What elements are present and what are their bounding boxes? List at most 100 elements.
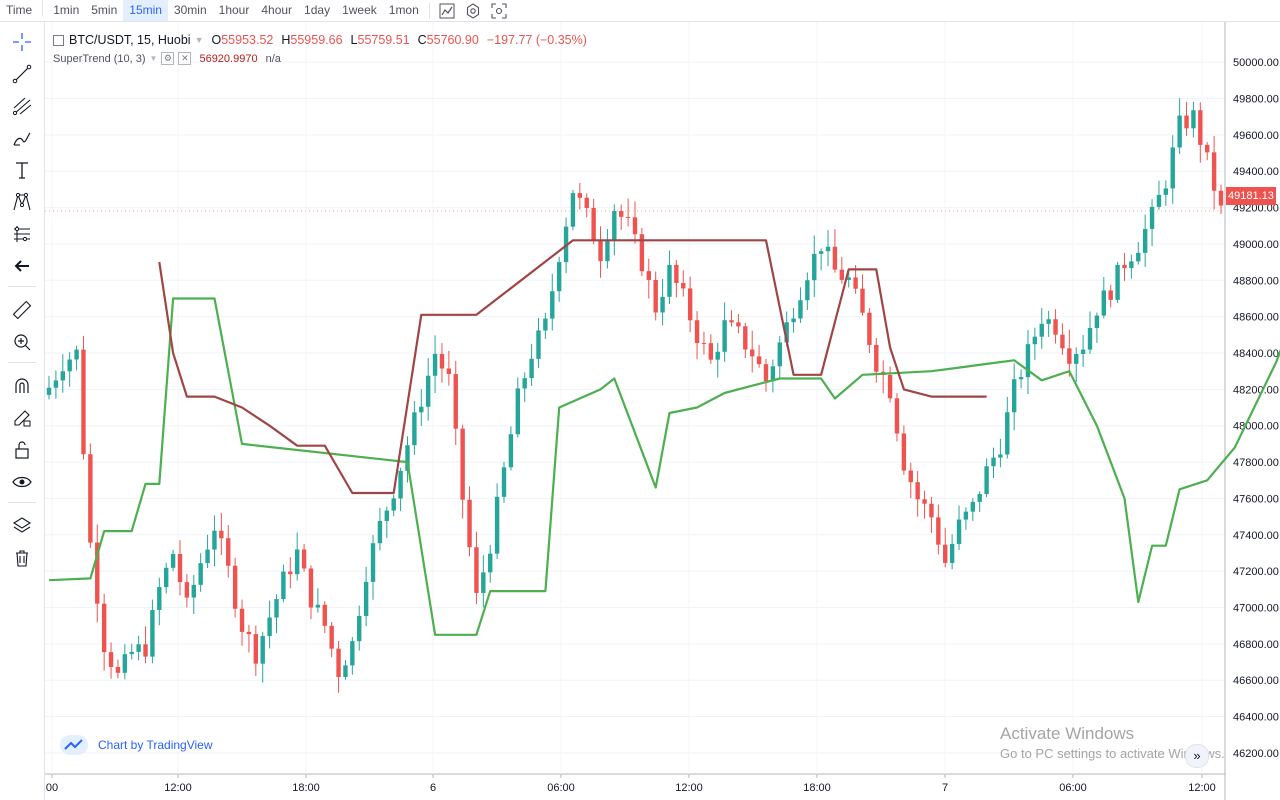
trend-line-icon[interactable] xyxy=(7,59,37,89)
candle-body xyxy=(860,288,865,313)
candle-body xyxy=(108,652,114,667)
y-tick-label: 48400.00 xyxy=(1233,348,1279,360)
candle-body xyxy=(915,482,920,500)
trash-icon[interactable] xyxy=(7,543,37,573)
candle-body xyxy=(660,296,665,313)
candle-body xyxy=(308,568,314,608)
back-arrow-icon[interactable] xyxy=(7,251,37,281)
candle-body xyxy=(1205,144,1210,153)
prediction-icon[interactable] xyxy=(7,219,37,249)
candle-body xyxy=(446,368,452,375)
pitchfork-icon[interactable] xyxy=(7,91,37,121)
timeframe-1week[interactable]: 1week xyxy=(342,3,377,17)
x-tick-label: 00 xyxy=(46,782,58,794)
pattern-icon[interactable] xyxy=(7,187,37,217)
candle-body xyxy=(1053,319,1058,335)
timeframe-4hour[interactable]: 4hour xyxy=(261,3,293,17)
y-tick-label: 48600.00 xyxy=(1233,312,1279,324)
y-tick-label: 47600.00 xyxy=(1233,493,1279,505)
candle-body xyxy=(425,375,431,407)
crosshair-icon[interactable] xyxy=(7,27,37,57)
settings-icon[interactable] xyxy=(460,0,486,21)
candle-body xyxy=(239,608,245,632)
timeframe-5min[interactable]: 5min xyxy=(91,3,118,17)
y-tick-label: 48000.00 xyxy=(1233,421,1279,433)
timeframe-time[interactable]: Time xyxy=(6,3,33,17)
close-icon[interactable]: ✕ xyxy=(178,52,192,65)
indicator-extra: n/a xyxy=(265,52,281,65)
text-icon[interactable] xyxy=(7,155,37,185)
dropdown-icon[interactable]: ▼ xyxy=(194,35,204,45)
lock-drawing-icon[interactable] xyxy=(7,403,37,433)
candle-body xyxy=(1149,206,1155,229)
activation-subtitle: Go to PC settings to activate Windows. xyxy=(1000,746,1225,761)
candle-body xyxy=(1032,336,1038,345)
timeframe-15min[interactable]: 15min xyxy=(123,0,168,21)
candle-body xyxy=(784,322,789,343)
settings-icon[interactable]: ⚙ xyxy=(161,52,175,65)
candle-body xyxy=(46,387,52,395)
candle-body xyxy=(1129,261,1134,269)
zoom-in-icon[interactable] xyxy=(7,327,37,357)
candle-body xyxy=(205,549,210,564)
candle-body xyxy=(846,277,851,280)
candle-body xyxy=(150,610,155,657)
tradingview-watermark[interactable]: Chart by TradingView xyxy=(60,735,213,755)
candle-body xyxy=(1156,194,1162,207)
scroll-to-realtime-button[interactable]: » xyxy=(1185,744,1209,768)
toolbar-divider xyxy=(428,2,430,19)
candle-body xyxy=(922,499,927,504)
timeframe-1day[interactable]: 1day xyxy=(304,3,331,17)
candle-body xyxy=(488,553,493,573)
candle-body xyxy=(756,356,762,365)
eye-icon[interactable] xyxy=(7,467,37,497)
sidebar-divider xyxy=(8,286,36,287)
candle-body xyxy=(625,216,631,218)
candle-body xyxy=(674,264,679,283)
candle-body xyxy=(1108,290,1113,300)
candle-body xyxy=(639,234,645,272)
timeframe-1hour[interactable]: 1hour xyxy=(218,3,250,17)
timeframe-1min[interactable]: 1min xyxy=(53,3,80,17)
candle-body xyxy=(281,571,286,600)
dropdown-icon[interactable]: ▼ xyxy=(149,54,158,63)
candle-body xyxy=(1170,147,1175,189)
watermark-text: Chart by TradingView xyxy=(98,738,213,752)
timeframe-1mon[interactable]: 1mon xyxy=(388,3,419,17)
chart-type-icon[interactable] xyxy=(434,0,460,21)
symbol-name[interactable]: BTC/USDT, 15, Huobi xyxy=(69,33,191,47)
supertrend-up-line xyxy=(48,297,1280,636)
brush-icon[interactable] xyxy=(7,123,37,153)
candle-body xyxy=(839,269,845,280)
candle-body xyxy=(1211,152,1217,191)
candle-body xyxy=(1177,115,1182,148)
candle-body xyxy=(467,499,472,548)
y-tick-label: 46400.00 xyxy=(1233,712,1279,724)
x-tick-label: 12:00 xyxy=(675,782,703,794)
y-tick-label: 48200.00 xyxy=(1233,384,1279,396)
close-label: C xyxy=(417,33,427,47)
indicator-name[interactable]: SuperTrend (10, 3) xyxy=(53,52,146,65)
double-chevron-right-icon: » xyxy=(1193,748,1201,763)
price-chart[interactable]: 50000.00 49800.00 49600.00 49400.00 49200.00… xyxy=(45,22,1280,800)
candle-body xyxy=(494,496,500,554)
candle-body xyxy=(336,648,341,677)
unlock-icon[interactable] xyxy=(7,435,37,465)
last-price-tag: 49181.13 xyxy=(1226,187,1276,205)
candle-body xyxy=(405,445,410,471)
ruler-icon[interactable] xyxy=(7,295,37,325)
candle-body xyxy=(164,567,169,588)
candle-body xyxy=(798,300,803,319)
candle-body xyxy=(122,654,128,673)
candle-body xyxy=(95,542,100,604)
candle-body xyxy=(818,251,824,254)
timeframe-30min[interactable]: 30min xyxy=(173,3,207,17)
screenshot-icon[interactable] xyxy=(486,0,512,21)
candle-body xyxy=(1074,353,1079,364)
magnet-icon[interactable] xyxy=(7,371,37,401)
layers-icon[interactable] xyxy=(7,511,37,541)
collapse-icon[interactable] xyxy=(53,34,64,46)
y-tick-label: 47200.00 xyxy=(1233,566,1279,578)
candle-body xyxy=(591,207,596,241)
candle-body xyxy=(1142,228,1148,253)
